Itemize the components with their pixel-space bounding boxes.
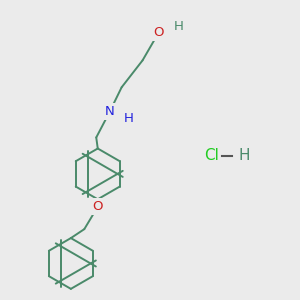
Text: H: H bbox=[124, 112, 134, 125]
Text: O: O bbox=[154, 26, 164, 38]
Text: H: H bbox=[173, 20, 183, 33]
Text: H: H bbox=[238, 148, 250, 164]
Text: O: O bbox=[92, 200, 103, 213]
Text: Cl: Cl bbox=[204, 148, 219, 164]
Text: N: N bbox=[105, 105, 115, 118]
